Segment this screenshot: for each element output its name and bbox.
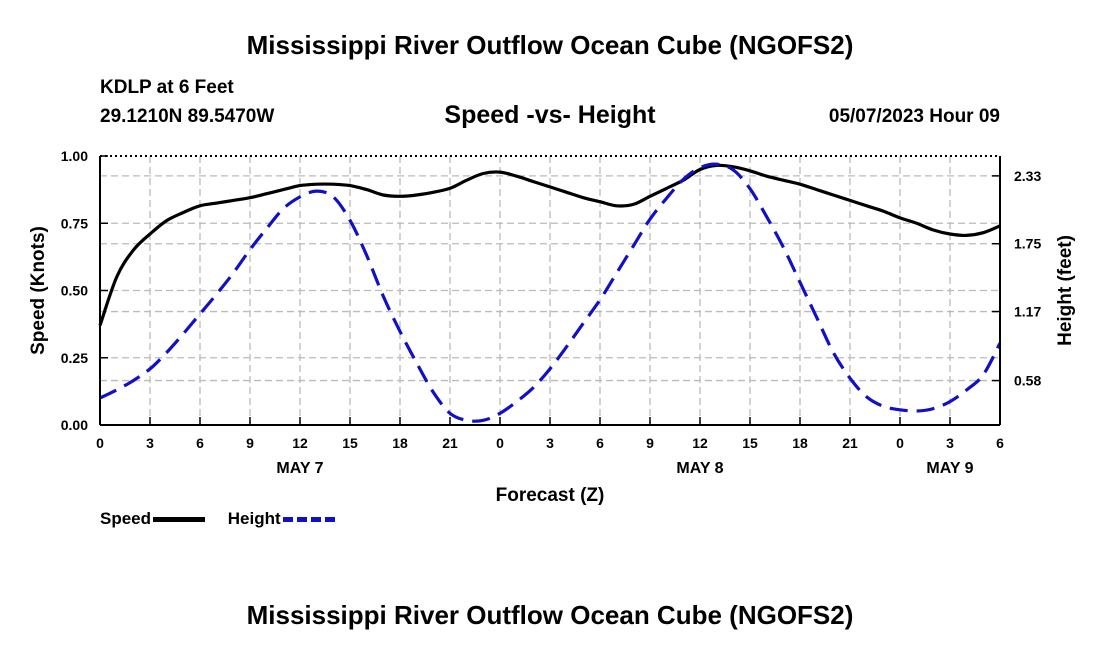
y-tick-label: 0.25 (61, 350, 88, 366)
y-tick-label: 0.50 (61, 283, 88, 299)
x-tick-label: 6 (996, 435, 1004, 451)
forecast-datetime: 05/07/2023 Hour 09 (828, 106, 1000, 127)
x-tick-label: 21 (842, 435, 858, 451)
date-label: MAY 9 (926, 460, 973, 477)
axis-labels: 0 3 6 9 12 15 18 21 0 3 6 9 12 15 18 21 0 3 6 MAY 7 MAY 8 MAY… (28, 148, 1076, 506)
footer-title: Mississippi River Outflow Ocean Cube (NG… (246, 600, 854, 630)
x-tick-label: 18 (392, 435, 408, 451)
legend-speed-swatch (153, 516, 206, 522)
y2-tick-label: 1.75 (1014, 236, 1041, 252)
main-title: Mississippi River Outflow Ocean Cube (NG… (246, 30, 854, 60)
y-tick-label: 0.75 (61, 215, 88, 231)
x-tick-label: 9 (646, 435, 654, 451)
y2-tick-label: 2.33 (1014, 168, 1041, 184)
y-tick-label: 0.00 (61, 417, 88, 433)
y2-axis-title: Height (feet) (1055, 235, 1076, 346)
x-tick-label: 15 (342, 435, 358, 451)
legend-item-height: Height (228, 509, 335, 529)
x-tick-label: 18 (792, 435, 808, 451)
x-tick-label: 12 (292, 435, 308, 451)
x-tick-label: 0 (496, 435, 504, 451)
x-tick-label: 3 (946, 435, 954, 451)
y-axis-title: Speed (Knots) (28, 226, 49, 355)
speed-series-line (98, 163, 1001, 327)
x-tick-label: 0 (96, 435, 104, 451)
series-lines (98, 162, 1002, 423)
y2-tick-label: 1.17 (1014, 304, 1041, 320)
x-tick-label: 3 (146, 435, 154, 451)
y-tick-label: 1.00 (61, 148, 88, 164)
x-tick-label: 12 (692, 435, 708, 451)
station-label: KDLP at 6 Feet (100, 77, 234, 98)
height-series-line (99, 162, 1002, 423)
legend: Speed Height (100, 509, 353, 529)
x-tick-label: 3 (546, 435, 554, 451)
chart-subtitle: Speed -vs- Height (444, 101, 656, 129)
y2-tick-label: 0.58 (1014, 373, 1041, 389)
axes (99, 155, 1001, 426)
legend-item-speed: Speed (100, 509, 206, 529)
x-tick-label: 21 (442, 435, 458, 451)
date-label: MAY 8 (676, 460, 723, 477)
x-axis-title: Forecast (Z) (496, 485, 605, 506)
x-tick-label: 9 (246, 435, 254, 451)
x-tick-label: 0 (896, 435, 904, 451)
legend-height-label: Height (227, 509, 281, 528)
legend-height-swatch (282, 516, 335, 522)
x-tick-label: 15 (742, 435, 758, 451)
station-coordinates: 29.1210N 89.5470W (100, 106, 275, 127)
x-tick-label: 6 (596, 435, 604, 451)
legend-speed-label: Speed (100, 509, 152, 528)
grid-lines (100, 156, 1000, 425)
date-label: MAY 7 (276, 460, 323, 477)
x-tick-label: 6 (196, 435, 204, 451)
